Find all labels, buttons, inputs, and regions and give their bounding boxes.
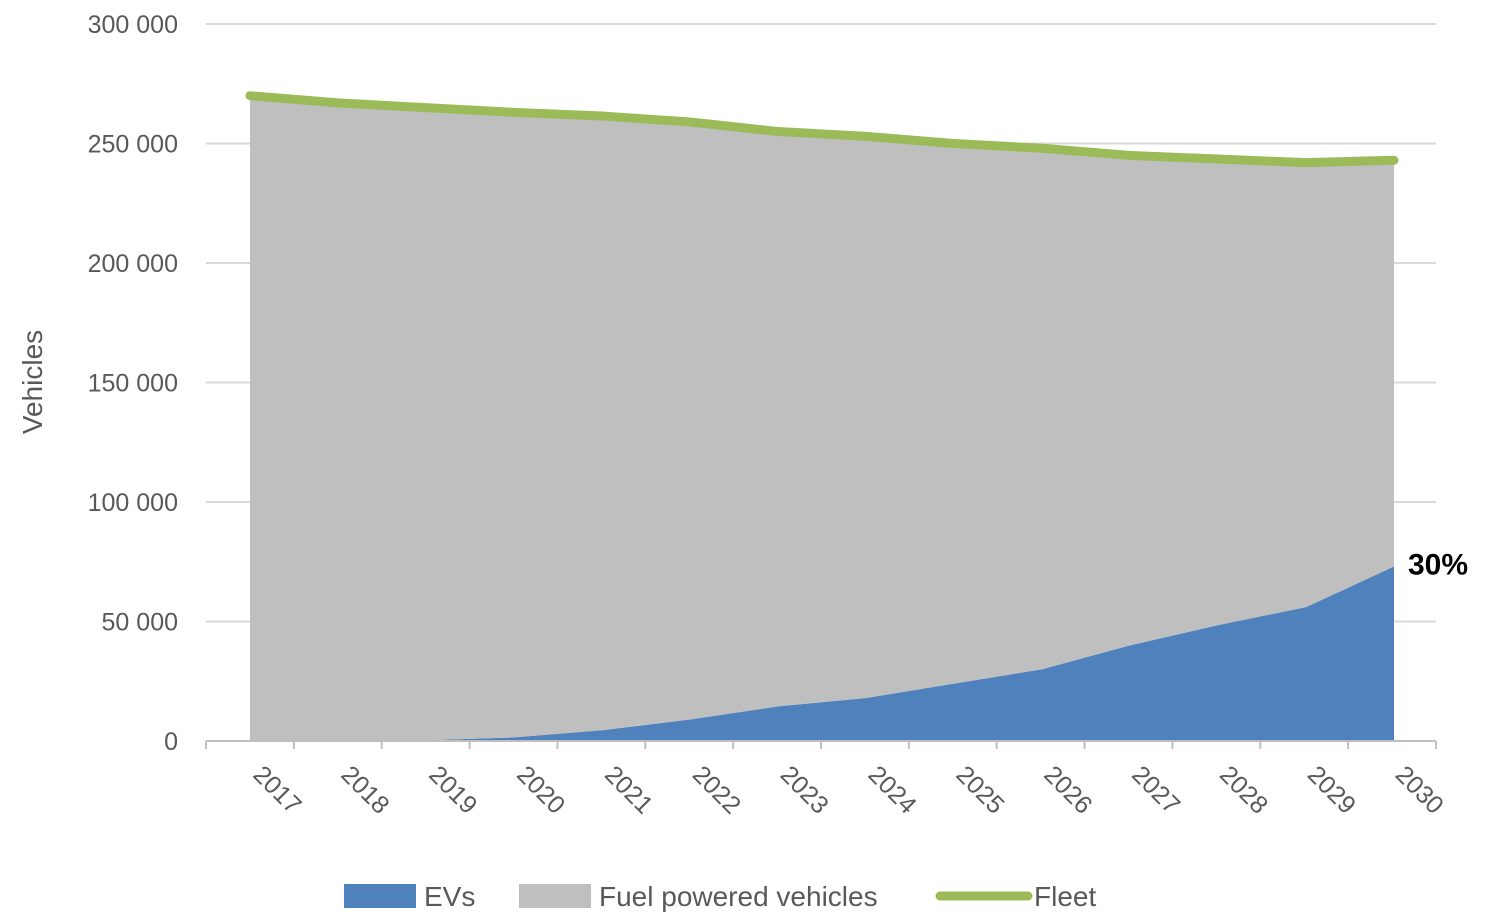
data-label-annotation: 30%: [1408, 549, 1468, 582]
area-fuel-powered-vehicles: [250, 95, 1394, 741]
y-axis-title: Vehicles: [17, 330, 48, 434]
legend-label: EVs: [424, 881, 475, 912]
y-tick-labels: 0 50 000 100 000 150 000 200 000 250 000 300 0…: [88, 11, 178, 756]
x-tick-label: 2028: [1214, 760, 1273, 819]
legend-item-fleet: Fleet: [935, 881, 1096, 912]
x-tick-label: 2019: [423, 760, 482, 819]
x-tick-label: 2023: [775, 760, 834, 819]
legend-swatch: [344, 884, 416, 908]
x-tick-label: 2018: [336, 760, 395, 819]
x-tick-label: 2021: [599, 760, 658, 819]
x-tick-label: 2030: [1390, 760, 1449, 819]
y-tick-label: 50 000: [102, 609, 178, 637]
y-tick-label: 100 000: [88, 489, 178, 517]
legend-label: Fleet: [1034, 881, 1096, 912]
axes: [205, 740, 1437, 749]
annotations: 30%: [1408, 549, 1468, 582]
legend-swatch: [519, 884, 591, 908]
x-tick-labels: 2017 2018 2019 2020 2021 2022 2023 2024 2025 2026…: [248, 760, 1449, 819]
y-tick-label: 150 000: [88, 370, 178, 398]
legend-label: Fuel powered vehicles: [599, 881, 878, 912]
legend: EVs Fuel powered vehicles Fleet: [344, 881, 1096, 912]
y-tick-label: 0: [164, 728, 178, 756]
x-tick-label: 2026: [1038, 760, 1097, 819]
x-tick-label: 2029: [1302, 760, 1361, 819]
y-tick-label: 250 000: [88, 131, 178, 159]
x-tick-label: 2020: [511, 760, 570, 819]
x-tick-label: 2017: [248, 760, 307, 819]
area-series: [250, 95, 1394, 741]
line-series: [245, 91, 1399, 168]
line-fleet: [245, 91, 1399, 168]
area-evs: [250, 566, 1394, 741]
y-tick-label: 300 000: [88, 11, 178, 39]
legend-item-evs: EVs: [344, 881, 475, 912]
x-tick-label: 2024: [863, 760, 922, 819]
x-tick-label: 2022: [687, 760, 746, 819]
x-tick-label: 2025: [951, 760, 1010, 819]
x-tick-label: 2027: [1126, 760, 1185, 819]
legend-item-fuel-powered-vehicles: Fuel powered vehicles: [519, 881, 878, 912]
y-tick-label: 200 000: [88, 250, 178, 278]
